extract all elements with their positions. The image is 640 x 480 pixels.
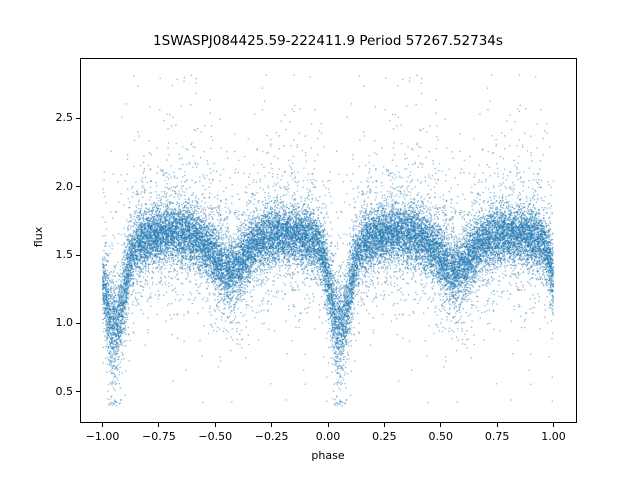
x-tick-label: 0.00: [315, 430, 341, 443]
x-tick-label: 0.25: [372, 430, 397, 443]
x-tick-mark: [102, 423, 104, 427]
y-axis-label: flux: [32, 226, 45, 248]
x-tick-label: 0.75: [484, 430, 510, 443]
y-tick-label: 2.5: [55, 111, 74, 125]
x-tick-mark: [158, 423, 160, 427]
y-tick-mark: [76, 117, 80, 119]
y-tick-label: 2.0: [55, 179, 74, 193]
y-tick-mark: [76, 322, 80, 324]
x-axis-label: phase: [311, 449, 345, 462]
x-tick-label: −0.50: [198, 430, 233, 443]
x-tick-mark: [496, 423, 498, 427]
y-tick-mark: [76, 186, 80, 188]
y-tick-mark: [76, 391, 80, 393]
x-tick-mark: [214, 423, 216, 427]
x-tick-label: −0.75: [142, 430, 176, 443]
y-tick-label: 0.5: [55, 384, 74, 398]
x-tick-mark: [271, 423, 273, 427]
x-tick-mark: [552, 423, 554, 427]
x-tick-label: −0.25: [254, 430, 289, 443]
x-tick-mark: [440, 423, 442, 427]
x-tick-label: 0.50: [428, 430, 453, 443]
x-tick-mark: [327, 423, 329, 427]
x-tick-label: 1.00: [541, 430, 566, 443]
x-tick-label: −1.00: [85, 430, 120, 443]
x-tick-mark: [383, 423, 385, 427]
scatter-canvas: [80, 58, 576, 422]
plot-title: 1SWASPJ084425.59-222411.9 Period 57267.5…: [153, 33, 503, 49]
y-tick-mark: [76, 254, 80, 256]
y-tick-label: 1.0: [55, 316, 74, 330]
y-tick-label: 1.5: [55, 248, 74, 262]
